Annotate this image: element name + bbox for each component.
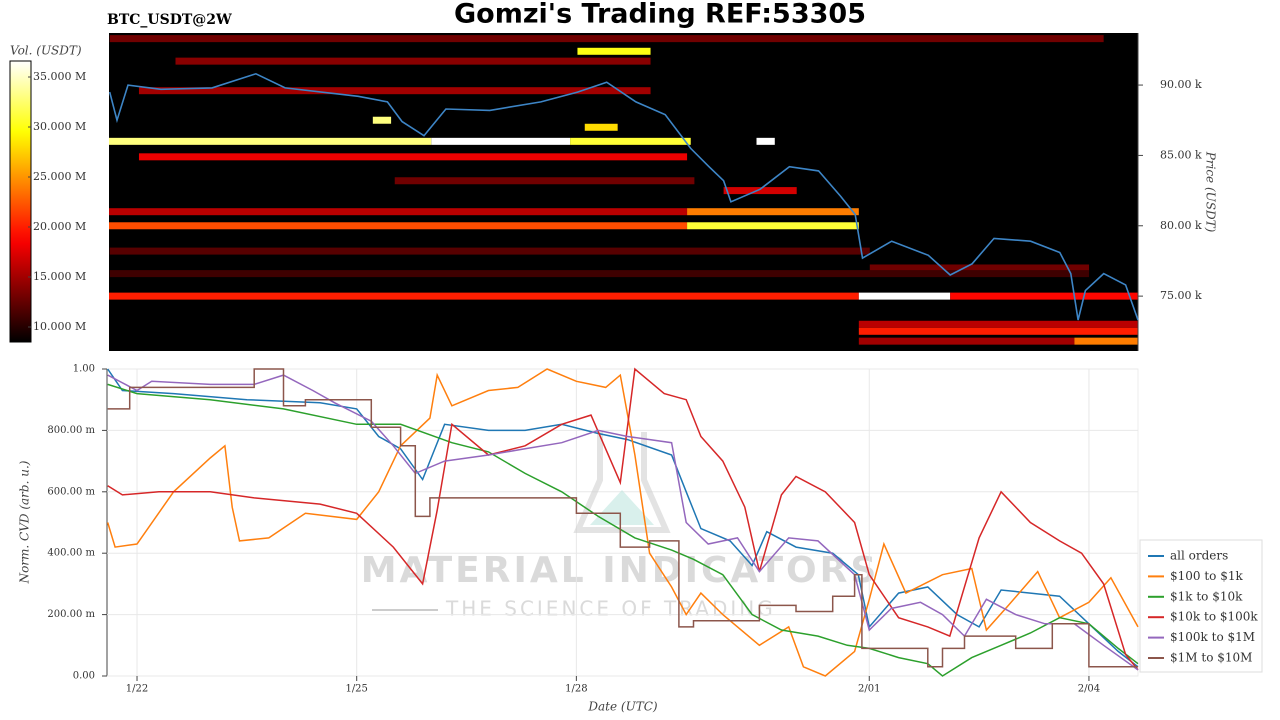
series-line (107, 368, 1138, 668)
y-tick-label: 400.00 m (47, 548, 95, 559)
legend-label: $100 to $1k (1170, 569, 1243, 583)
legend-label: $1M to $10M (1170, 651, 1252, 665)
heatmap-cell (109, 270, 1090, 278)
chart-subtitle: BTC_USDT@2W (107, 12, 232, 28)
watermark-icon (590, 490, 654, 525)
colorbar-tick-label: 35.000 M (33, 70, 86, 83)
colorbar-tick-label: 15.000 M (33, 270, 86, 283)
heatmap-cell (109, 35, 1104, 43)
heatmap-cells (109, 35, 1138, 345)
heatmap-cell (687, 222, 859, 230)
y-tick-label: 1.00 (73, 364, 95, 375)
heatmap-cell (858, 337, 1075, 345)
series-line (107, 383, 1139, 677)
y-tick-label: 0.00 (73, 671, 95, 682)
heatmap-cell (723, 187, 797, 195)
x-tick-label: 1/25 (345, 684, 367, 695)
y-tick-label: 75.00 k (1160, 289, 1202, 302)
y-axis-label: Norm. CVD (arb. u.) (18, 460, 32, 584)
heatmap-cell (584, 123, 618, 131)
heatmap-cell (109, 137, 432, 145)
watermark-text: THE SCIENCE OF TRADING (445, 597, 776, 621)
heatmap-cell (109, 208, 688, 216)
heatmap-cell (577, 47, 651, 55)
series-line (107, 374, 1139, 671)
colorbar-tick-label: 30.000 M (33, 120, 86, 133)
heatmap-cell (109, 292, 859, 300)
heatmap-cell (756, 137, 775, 145)
legend-label: $100k to $1M (1170, 630, 1255, 644)
y-tick-label: 600.00 m (47, 486, 95, 497)
heatmap-cell (372, 116, 392, 124)
heatmap-cell (1074, 337, 1138, 345)
colorbar-tick-label: 25.000 M (33, 170, 86, 183)
heatmap-cell (431, 137, 571, 145)
x-tick-label: 2/04 (1078, 684, 1100, 695)
heatmap-background (109, 33, 1138, 351)
series-line (106, 368, 1139, 677)
y-tick-label: 80.00 k (1160, 219, 1202, 232)
heatmap-cell (858, 327, 1138, 335)
y-tick-label: 90.00 k (1160, 78, 1202, 91)
legend-label: all orders (1170, 549, 1228, 563)
colorbar (9, 60, 32, 343)
heatmap-cell (138, 153, 688, 161)
heatmap-cell (109, 247, 870, 255)
heatmap-cell (869, 264, 1090, 272)
legend (1139, 539, 1263, 673)
chart-title: Gomzi's Trading REF:53305 (454, 0, 866, 30)
x-tick-label: 1/22 (126, 684, 148, 695)
price-line (108, 72, 1139, 321)
series-line (107, 367, 1139, 671)
heatmap-cell (570, 137, 691, 145)
colorbar-tick-label: 10.000 M (33, 320, 86, 333)
heatmap-cell (175, 57, 651, 65)
heatmap-cell (950, 292, 1138, 300)
heatmap-cell (858, 292, 951, 300)
heatmap-cell (858, 320, 1138, 328)
x-tick-label: 1/28 (565, 684, 587, 695)
y-tick-label: 800.00 m (47, 425, 95, 436)
x-axis-label: Date (UTC) (587, 700, 657, 714)
heatmap-cell (687, 208, 859, 216)
y-tick-label: 85.00 k (1160, 148, 1202, 161)
heatmap-cell (394, 177, 695, 185)
y-axis-label: Price (USDT) (1204, 151, 1218, 233)
watermark-text: MATERIAL INDICATORS (361, 550, 880, 591)
heatmap-cell (109, 222, 688, 230)
legend-label: $10k to $100k (1170, 610, 1258, 624)
x-tick-label: 2/01 (858, 684, 880, 695)
y-tick-label: 200.00 m (47, 609, 95, 620)
colorbar-tick-label: 20.000 M (33, 220, 86, 233)
heatmap-cell (138, 87, 651, 95)
colorbar-label: Vol. (USDT) (10, 44, 82, 58)
legend-label: $1k to $10k (1170, 589, 1243, 603)
